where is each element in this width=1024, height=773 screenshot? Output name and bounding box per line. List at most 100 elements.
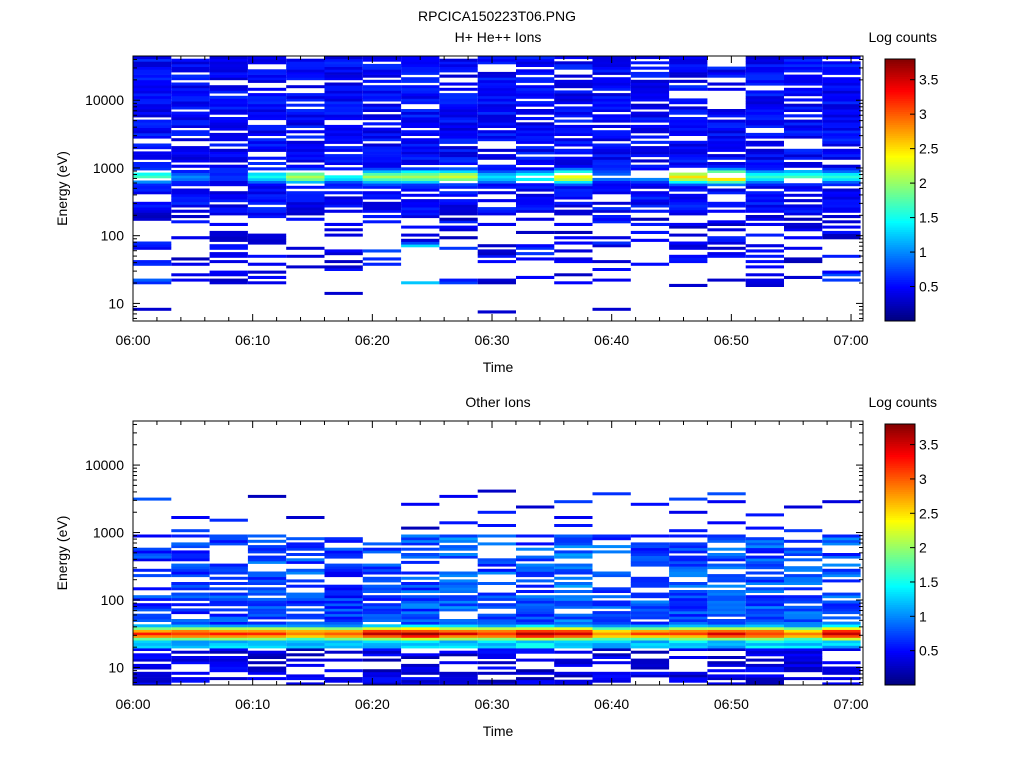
heatmap-cell <box>362 74 402 78</box>
heatmap-cell <box>401 111 440 115</box>
figure-title: RPCICA150223T06.PNG <box>418 8 576 24</box>
panel-title: H+ He++ Ions <box>455 29 542 45</box>
heatmap-cell <box>554 524 593 527</box>
heatmap-cell <box>286 640 325 644</box>
heatmap-cell <box>209 196 248 200</box>
heatmap-cell <box>630 550 670 554</box>
heatmap-cell <box>784 529 823 533</box>
heatmap-cell <box>822 209 861 213</box>
heatmap-cell <box>362 56 402 60</box>
heatmap-cell <box>516 595 555 599</box>
heatmap-cell <box>516 252 555 256</box>
heatmap-cell <box>362 579 402 583</box>
heatmap-cell <box>401 663 440 667</box>
heatmap-cell <box>247 209 287 213</box>
heatmap-cell <box>554 119 593 123</box>
heatmap-cell <box>669 106 708 110</box>
heatmap-cell <box>707 138 746 142</box>
heatmap-cell <box>784 621 823 625</box>
heatmap-cell <box>401 71 440 75</box>
colorbar-step <box>885 128 915 132</box>
heatmap-cell <box>362 106 402 110</box>
heatmap-cell <box>362 156 402 160</box>
heatmap-cell <box>439 185 478 189</box>
heatmap-cell <box>439 138 478 142</box>
heatmap-cell <box>247 172 287 176</box>
colorbar-step <box>885 493 915 497</box>
heatmap-cell <box>707 595 746 599</box>
heatmap-cell <box>822 579 861 583</box>
heatmap-cell <box>439 204 478 208</box>
heatmap-cell <box>362 619 402 622</box>
heatmap-cell <box>247 201 287 205</box>
heatmap-cell <box>516 77 555 81</box>
heatmap-cell <box>477 595 516 599</box>
heatmap-cell <box>133 550 172 554</box>
colorbar-step <box>885 168 915 171</box>
y-tick-label: 10 <box>108 295 124 311</box>
heatmap-cell <box>133 191 172 195</box>
heatmap-cell <box>784 164 823 168</box>
heatmap-cell <box>247 281 287 285</box>
heatmap-cell <box>707 500 746 504</box>
heatmap-cell <box>554 101 593 105</box>
heatmap-cell <box>516 90 555 94</box>
heatmap-cell <box>477 603 516 607</box>
heatmap-cell <box>669 563 708 567</box>
colorbar-tick-label: 1 <box>919 608 927 624</box>
heatmap-cell <box>516 196 555 200</box>
heatmap-cells <box>133 56 861 314</box>
colorbar-step <box>885 264 915 267</box>
heatmap-cell <box>745 162 784 165</box>
heatmap-cell <box>554 595 593 599</box>
heatmap-cell <box>401 193 440 197</box>
heatmap-cell <box>209 624 248 628</box>
heatmap-cell <box>247 640 287 644</box>
colorbar-step <box>885 630 915 634</box>
heatmap-cell <box>439 101 478 105</box>
colorbar-step <box>885 246 915 250</box>
heatmap-cell <box>171 101 210 105</box>
colorbar-step <box>885 626 915 629</box>
heatmap-cell <box>554 568 593 572</box>
heatmap-cell <box>171 170 210 173</box>
heatmap-cell <box>133 597 172 601</box>
x-tick-label: 06:10 <box>235 332 270 348</box>
heatmap-cell <box>209 233 248 237</box>
heatmap-cell <box>362 185 402 189</box>
heatmap-cell <box>133 682 172 686</box>
colorbar-step <box>885 571 915 575</box>
heatmap-cell <box>669 629 708 633</box>
heatmap-cell <box>477 109 516 112</box>
colorbar-step <box>885 484 915 488</box>
heatmap-cell <box>784 626 823 630</box>
heatmap-cell <box>554 634 593 638</box>
heatmap-cell <box>247 600 287 604</box>
heatmap-cell <box>247 183 287 187</box>
heatmap-cell <box>516 185 555 189</box>
heatmap-cell <box>745 122 784 126</box>
heatmap-cell <box>707 254 746 258</box>
heatmap-cell <box>745 558 784 562</box>
heatmap-cell <box>592 77 631 81</box>
x-tick-label: 07:00 <box>834 696 869 712</box>
heatmap-cell <box>784 558 823 562</box>
heatmap-cell <box>784 204 823 208</box>
heatmap-cell <box>784 663 823 667</box>
heatmap-cell <box>171 273 210 277</box>
x-tick-label: 06:50 <box>714 332 749 348</box>
colorbar-step <box>885 61 915 64</box>
heatmap-cell <box>784 175 823 179</box>
heatmap-cell <box>822 626 861 630</box>
heatmap-cell <box>324 58 363 62</box>
heatmap-cell <box>362 595 402 599</box>
heatmap-cell <box>630 191 670 195</box>
heatmap-cell <box>133 640 172 644</box>
heatmap-cell <box>247 275 287 279</box>
heatmap-cell <box>630 579 670 583</box>
heatmap-cell <box>822 230 861 234</box>
heatmap-cell <box>554 74 593 78</box>
heatmap-cell <box>516 608 555 612</box>
colorbar-step <box>885 606 915 610</box>
colorbar-step <box>885 521 915 525</box>
